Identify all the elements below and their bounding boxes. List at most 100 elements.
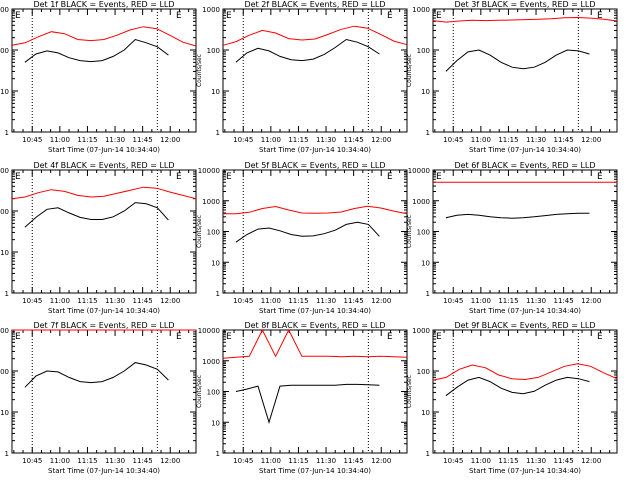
y-tick-label: 10 (211, 88, 220, 96)
x-axis-label: Start Time (07-Jun-14 10:34:40) (469, 467, 581, 475)
x-tick-label: 12:00 (371, 297, 391, 305)
y-tick-label: 100 (0, 47, 9, 55)
annotation-e: E (436, 332, 442, 342)
x-tick-label: 11:45 (344, 457, 364, 465)
annotation-e: E (387, 332, 393, 342)
series-line-events (235, 38, 380, 63)
y-tick-label: 1000 (412, 198, 430, 206)
chart-panel: Det 7f BLACK = Events, RED = LLD 1 10 100 10… (0, 321, 197, 475)
annotation-e: E (226, 11, 232, 21)
y-axis-label: Counts/sec (196, 375, 203, 408)
chart-title: Det 6f BLACK = Events, RED = LLD (454, 161, 595, 170)
series-line-lld (432, 16, 618, 23)
series-line-events (235, 383, 380, 425)
x-tick-label: 11:00 (50, 457, 70, 465)
y-tick-label: 1 (5, 290, 9, 298)
y-tick-label: 100 (207, 47, 220, 55)
series-line-events (24, 362, 169, 388)
chart-panel: Det 1f BLACK = Events, RED = LLD 1 10 100 10… (0, 0, 197, 154)
x-tick-label: 11:30 (316, 457, 336, 465)
y-tick-label: 10 (211, 419, 220, 427)
plot-frame (11, 169, 197, 294)
x-tick-label: 12:00 (160, 457, 180, 465)
plot-frame (11, 8, 197, 133)
y-tick-label: 10 (421, 88, 430, 96)
x-axis-label: Start Time (07-Jun-14 10:34:40) (48, 467, 160, 475)
chart-title: Det 7f BLACK = Events, RED = LLD (33, 321, 174, 330)
annotation-e: E (597, 332, 603, 342)
x-tick-label: 11:15 (288, 136, 308, 144)
x-tick-label: 11:15 (77, 136, 97, 144)
series-line-lld (11, 26, 197, 47)
y-tick-label: 10 (0, 249, 9, 257)
x-tick-label: 11:45 (344, 136, 364, 144)
x-tick-label: 11:30 (316, 136, 336, 144)
x-tick-label: 11:45 (133, 457, 153, 465)
series-line-events (24, 202, 169, 228)
y-tick-label: 100 (417, 368, 430, 376)
x-axis-label: Start Time (07-Jun-14 10:34:40) (469, 307, 581, 315)
chart-title: Det 2f BLACK = Events, RED = LLD (244, 0, 385, 9)
annotation-e: E (387, 172, 393, 182)
series-line-events (445, 376, 590, 397)
x-tick-label: 12:00 (581, 136, 601, 144)
y-tick-label: 10 (211, 259, 220, 267)
x-axis-label: Start Time (07-Jun-14 10:34:40) (259, 146, 371, 154)
annotation-e: E (226, 172, 232, 182)
x-axis-label: Start Time (07-Jun-14 10:34:40) (259, 467, 371, 475)
chart-title: Det 9f BLACK = Events, RED = LLD (454, 321, 595, 330)
series-line-events (445, 212, 590, 219)
x-tick-label: 10:45 (233, 457, 253, 465)
series-line-events (235, 221, 380, 243)
x-tick-label: 11:00 (261, 136, 281, 144)
x-tick-label: 10:45 (22, 297, 42, 305)
y-tick-label: 10 (0, 409, 9, 417)
y-tick-label: 1 (216, 129, 220, 137)
x-tick-label: 10:45 (22, 457, 42, 465)
x-tick-label: 11:45 (133, 297, 153, 305)
x-tick-label: 10:45 (443, 457, 463, 465)
y-axis-label: Counts/sec (406, 215, 413, 248)
annotation-e: E (15, 172, 21, 182)
x-tick-label: 11:30 (526, 457, 546, 465)
x-tick-label: 11:15 (288, 297, 308, 305)
y-tick-label: 1 (5, 129, 9, 137)
y-tick-label: 10 (421, 259, 430, 267)
annotation-e: E (15, 332, 21, 342)
y-tick-label: 1000 (0, 167, 9, 175)
x-tick-label: 11:00 (471, 297, 491, 305)
x-tick-label: 11:15 (77, 457, 97, 465)
x-tick-label: 12:00 (581, 297, 601, 305)
x-tick-label: 11:45 (554, 136, 574, 144)
plot-frame (432, 329, 618, 454)
x-tick-label: 11:30 (105, 297, 125, 305)
y-tick-label: 10000 (198, 167, 220, 175)
y-tick-label: 1000 (202, 198, 220, 206)
chart-panel: Det 6f BLACK = Events, RED = LLD 1 10 100 10… (406, 161, 618, 315)
x-tick-label: 11:15 (77, 297, 97, 305)
x-tick-label: 11:15 (498, 457, 518, 465)
y-axis-label: Counts/sec (196, 215, 203, 248)
chart-panel: Det 4f BLACK = Events, RED = LLD 1 10 100 10… (0, 161, 197, 315)
x-tick-label: 11:00 (471, 136, 491, 144)
x-tick-label: 11:00 (50, 297, 70, 305)
plot-frame (432, 8, 618, 133)
x-tick-label: 10:45 (233, 136, 253, 144)
x-tick-label: 10:45 (443, 297, 463, 305)
x-tick-label: 12:00 (371, 136, 391, 144)
annotation-e: E (226, 332, 232, 342)
x-tick-label: 11:30 (105, 136, 125, 144)
y-axis-label: Counts/sec (196, 54, 203, 87)
x-tick-label: 11:30 (526, 297, 546, 305)
chart-title: Det 3f BLACK = Events, RED = LLD (454, 0, 595, 9)
plot-frame (222, 169, 408, 294)
series-line-lld (222, 25, 408, 46)
chart-title: Det 5f BLACK = Events, RED = LLD (244, 161, 385, 170)
plot-frame (222, 329, 408, 454)
chart-panel: Det 3f BLACK = Events, RED = LLD 1 10 100 10… (406, 0, 618, 154)
series-line-lld (222, 328, 408, 359)
chart-panel: Det 9f BLACK = Events, RED = LLD 1 10 100 10… (406, 321, 618, 475)
y-tick-label: 1 (5, 450, 9, 458)
x-tick-label: 12:00 (160, 297, 180, 305)
